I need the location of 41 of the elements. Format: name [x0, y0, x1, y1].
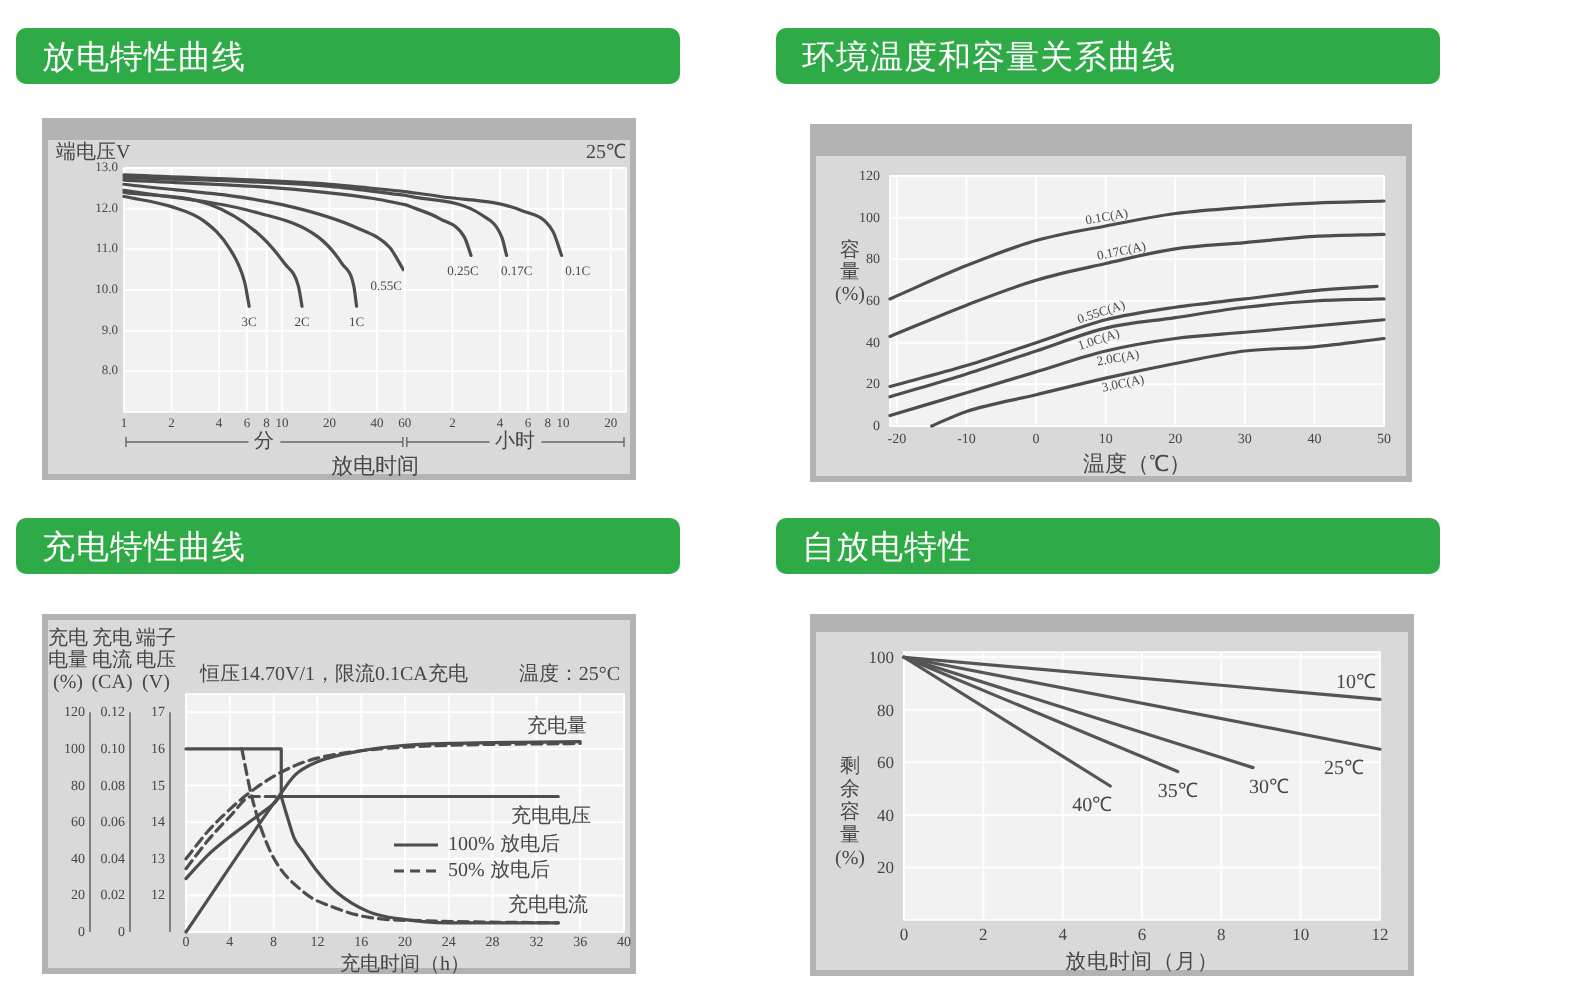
- x-axis-title: 放电时间（月）: [1065, 948, 1219, 974]
- y-axis-title: 端电压V: [56, 140, 132, 164]
- x-tick-label: 4: [1058, 924, 1069, 944]
- chart-title: 放电特性曲线: [42, 38, 246, 76]
- x-tick-label: 0: [899, 924, 909, 944]
- annotation: 充电量: [527, 713, 588, 738]
- y-tick-label: 40: [877, 804, 894, 825]
- series-label: 10℃: [1336, 672, 1376, 695]
- text: 温度：25°C: [518, 662, 621, 686]
- y-tick-label: 100: [868, 647, 894, 668]
- series-label: 25℃: [1324, 758, 1364, 781]
- x-axis-title: 充电时间（h）: [340, 952, 470, 976]
- annotation: 充电电压: [511, 803, 592, 828]
- text: 小时: [495, 429, 536, 453]
- text: 25℃: [586, 142, 626, 164]
- x-axis-title: 放电时间: [331, 453, 419, 479]
- chart-title: 环境温度和容量关系曲线: [802, 38, 1176, 76]
- annotation: 充电电流: [508, 892, 589, 917]
- y2-axis-title: 充电电流(CA): [91, 626, 133, 694]
- legend-label: 50% 放电后: [448, 858, 550, 882]
- series-label: 35℃: [1157, 780, 1198, 803]
- x-axis-title: 温度（℃）: [1083, 451, 1191, 477]
- y-tick-label: 20: [877, 857, 894, 878]
- x-tick-label: 10: [1292, 924, 1310, 944]
- text: 分: [254, 429, 275, 453]
- y-tick-label: 80: [877, 699, 894, 720]
- chart-title: 自放电特性: [802, 528, 972, 566]
- y-axis-title: 充电电量(%): [48, 626, 88, 694]
- y3-axis-title: 端子电压(V): [136, 626, 176, 694]
- y-tick-label: 60: [877, 752, 894, 773]
- y-axis-title: 剩余容量(%): [835, 756, 865, 870]
- text: 恒压14.70V/1，限流0.1CA充电: [198, 662, 468, 686]
- series-label: 40℃: [1072, 795, 1113, 817]
- x-tick-label: 6: [1137, 924, 1147, 944]
- chart-title: 充电特性曲线: [42, 528, 246, 566]
- x-tick-label: 8: [1217, 924, 1226, 944]
- legend-label: 100% 放电后: [448, 832, 560, 856]
- series-label: 30℃: [1249, 776, 1290, 799]
- x-tick-label: 12: [1371, 924, 1389, 944]
- x-tick-label: 2: [979, 924, 988, 944]
- y-axis-title: 容量(%): [835, 238, 865, 306]
